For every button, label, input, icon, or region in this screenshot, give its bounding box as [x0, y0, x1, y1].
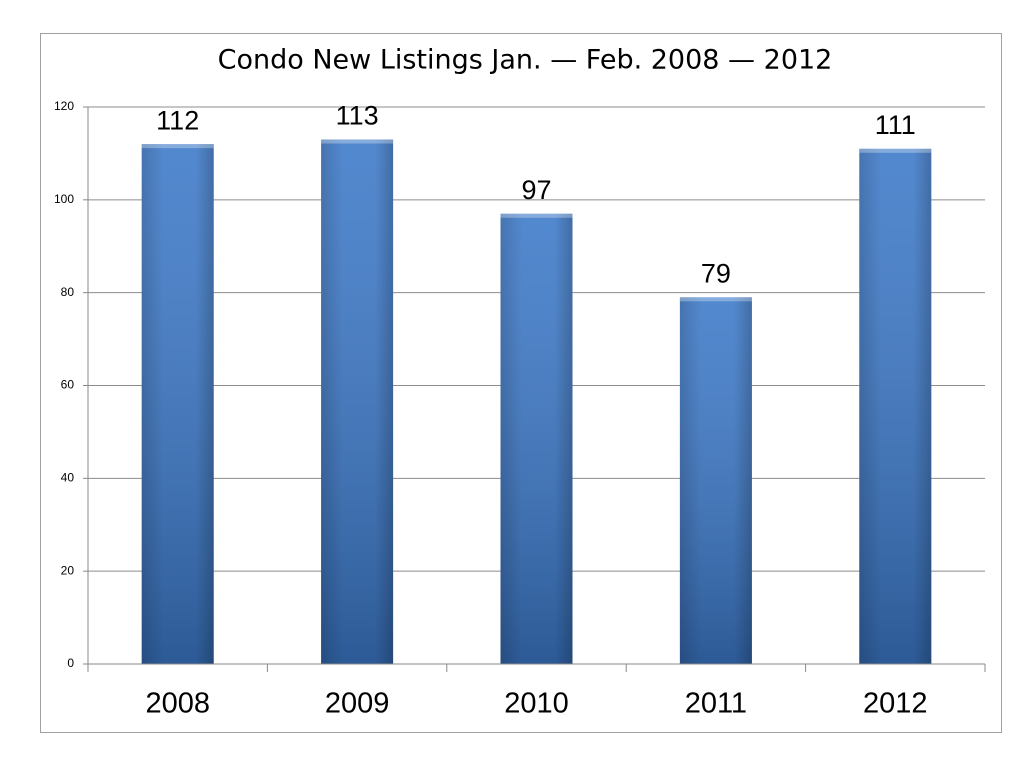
y-tick-label: 100: [54, 192, 74, 206]
bar-side: [500, 213, 573, 664]
bar-side: [679, 297, 752, 664]
bar-cap: [321, 139, 394, 144]
bar-cap: [859, 148, 932, 153]
value-label: 113: [336, 101, 379, 131]
y-tick-label: 60: [61, 378, 75, 392]
x-tick-label: 2010: [504, 688, 569, 720]
y-tick-label: 120: [54, 99, 74, 113]
y-tick-label: 0: [67, 656, 74, 670]
bar-side: [141, 144, 214, 665]
value-label: 112: [156, 105, 199, 135]
value-label: 97: [521, 175, 551, 205]
x-tick-label: 2009: [325, 688, 390, 720]
x-tick-label: 2012: [863, 688, 928, 720]
bar-side: [859, 148, 932, 664]
bar-cap: [500, 213, 573, 218]
value-label: 111: [875, 110, 916, 140]
y-tick-label: 80: [61, 285, 75, 299]
x-tick-label: 2008: [145, 688, 210, 720]
y-tick-label: 40: [61, 471, 75, 485]
y-tick-label: 20: [61, 563, 75, 577]
x-tick-label: 2011: [685, 688, 747, 720]
chart-title: Condo New Listings Jan. — Feb. 2008 — 20…: [218, 45, 833, 76]
value-label: 79: [701, 258, 731, 288]
bar-cap: [141, 144, 214, 149]
bar-cap: [679, 297, 752, 302]
bar-side: [321, 139, 394, 664]
